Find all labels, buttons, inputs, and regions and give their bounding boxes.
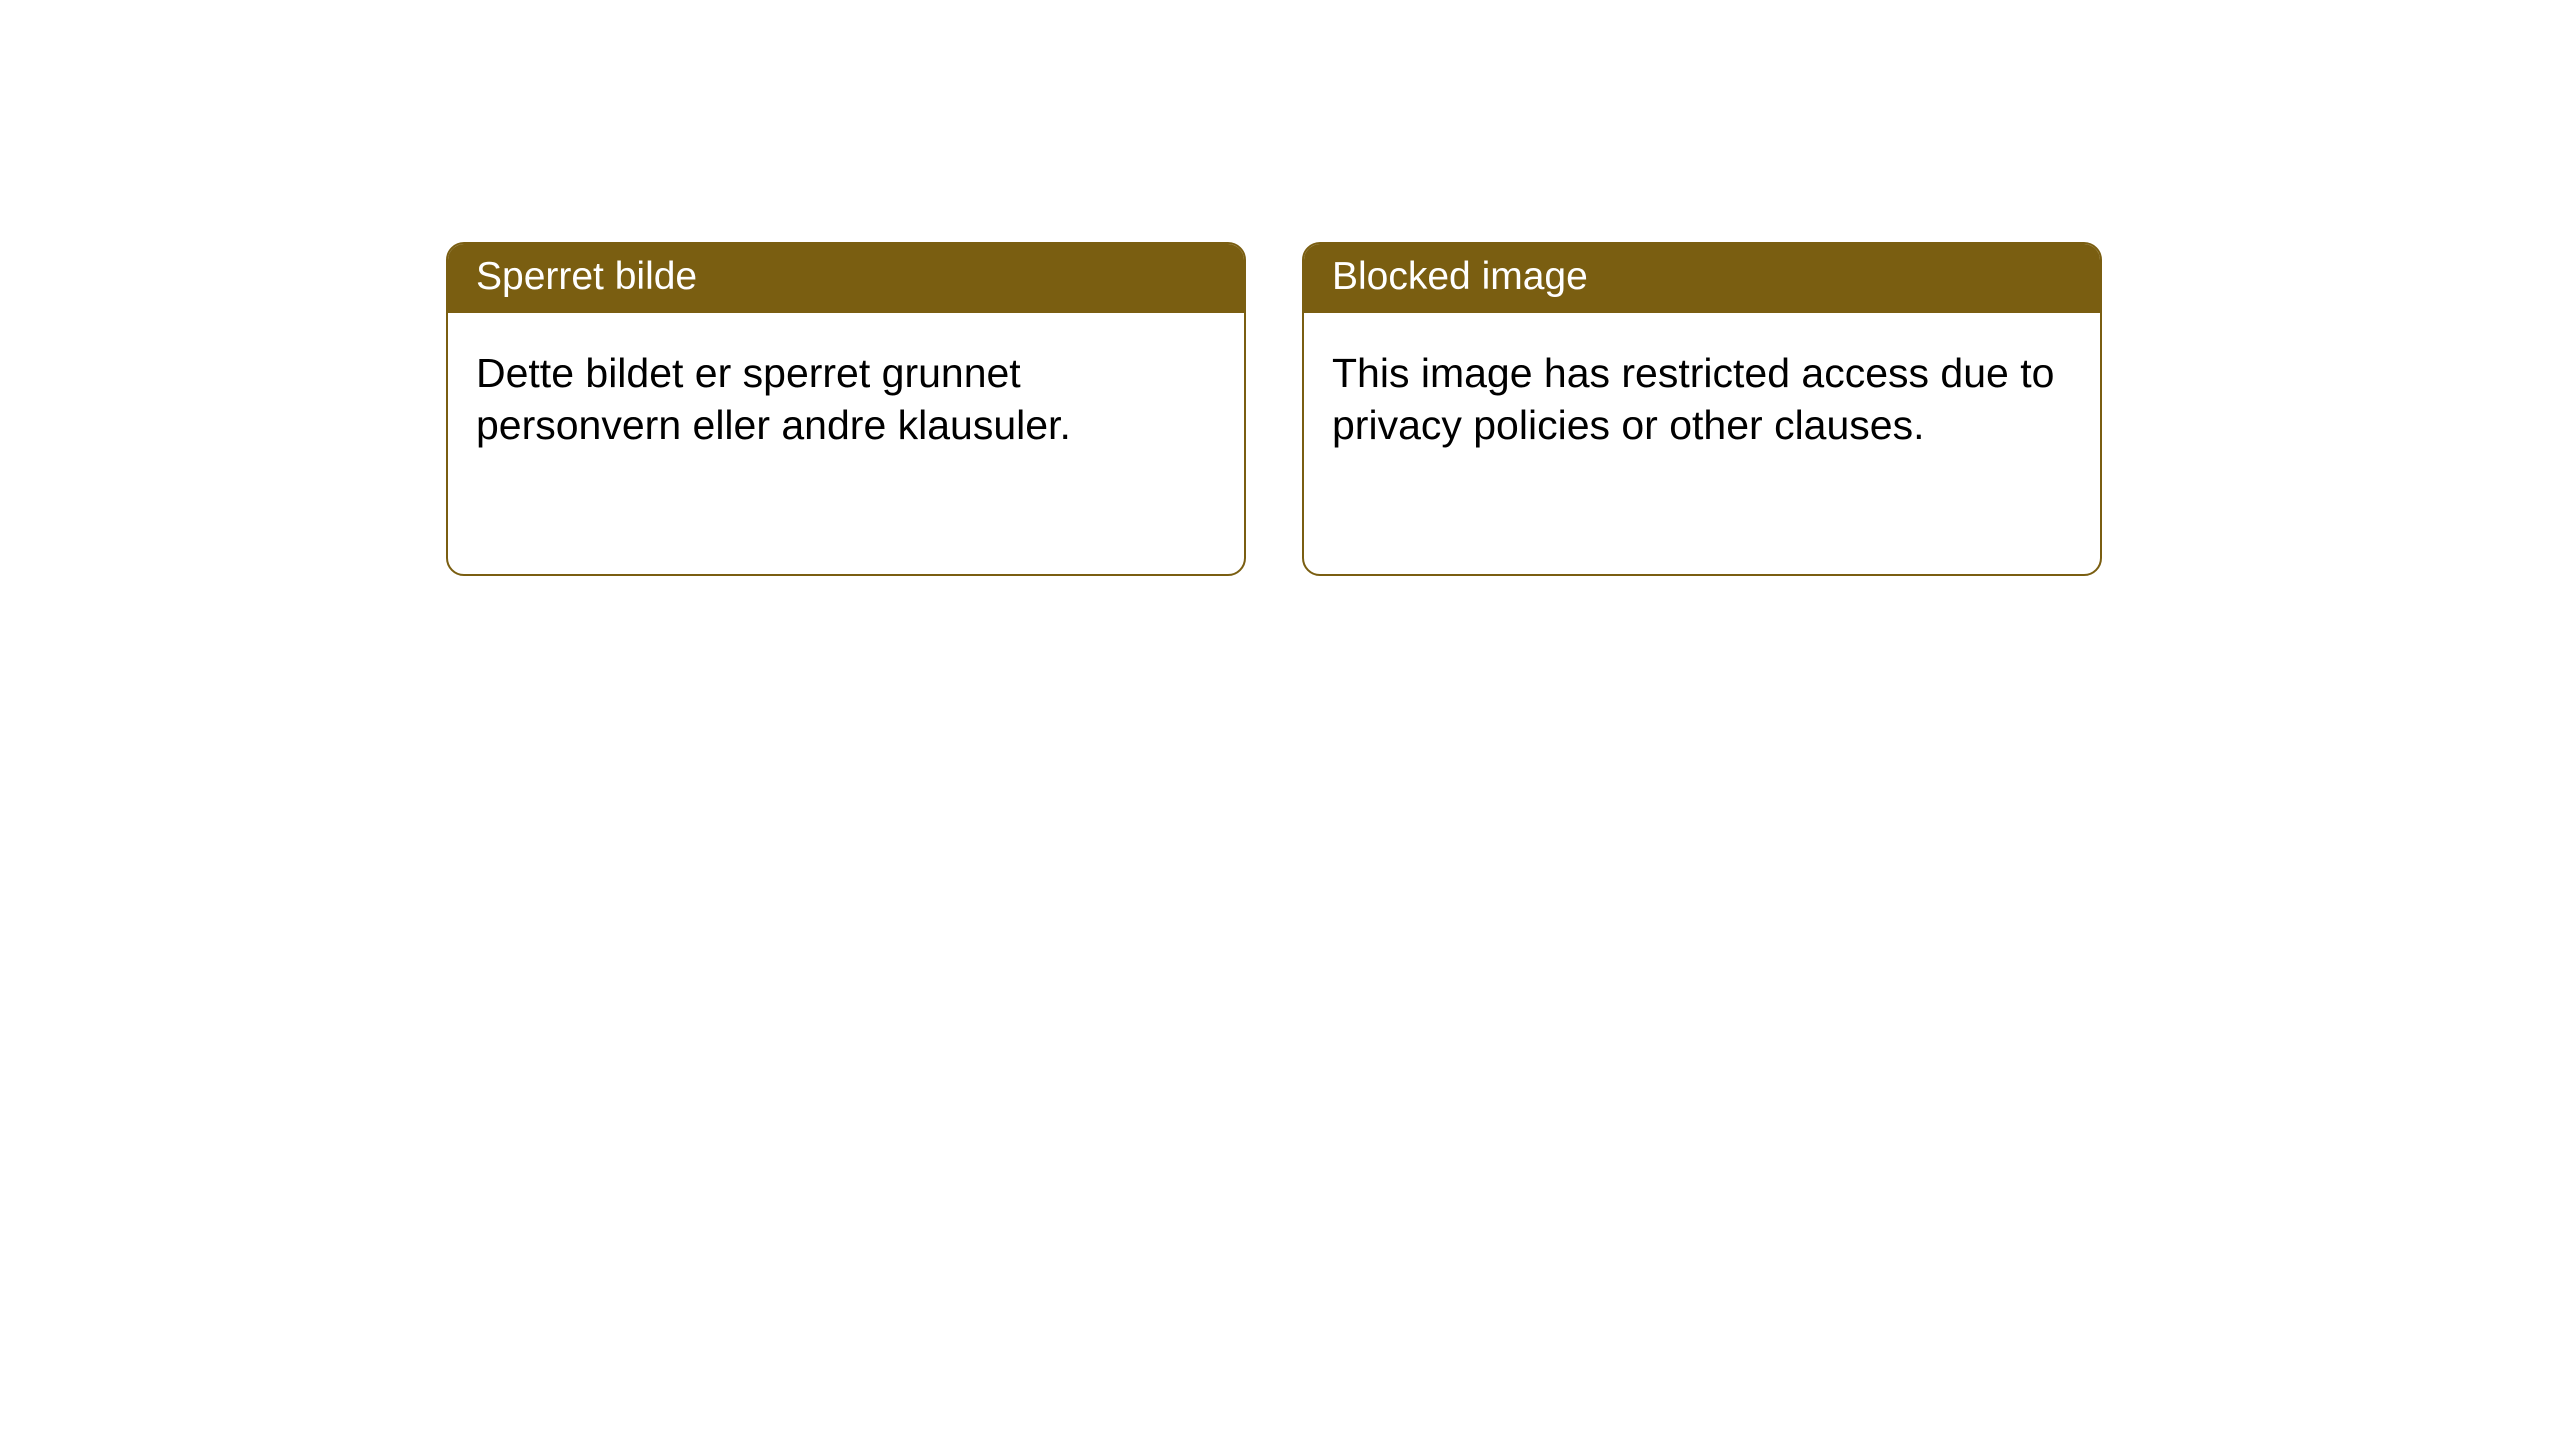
notice-body: This image has restricted access due to … bbox=[1304, 313, 2100, 486]
notice-header: Sperret bilde bbox=[448, 244, 1244, 313]
notice-container: Sperret bilde Dette bildet er sperret gr… bbox=[446, 242, 2102, 576]
notice-body: Dette bildet er sperret grunnet personve… bbox=[448, 313, 1244, 486]
notice-card-english: Blocked image This image has restricted … bbox=[1302, 242, 2102, 576]
notice-header: Blocked image bbox=[1304, 244, 2100, 313]
notice-card-norwegian: Sperret bilde Dette bildet er sperret gr… bbox=[446, 242, 1246, 576]
